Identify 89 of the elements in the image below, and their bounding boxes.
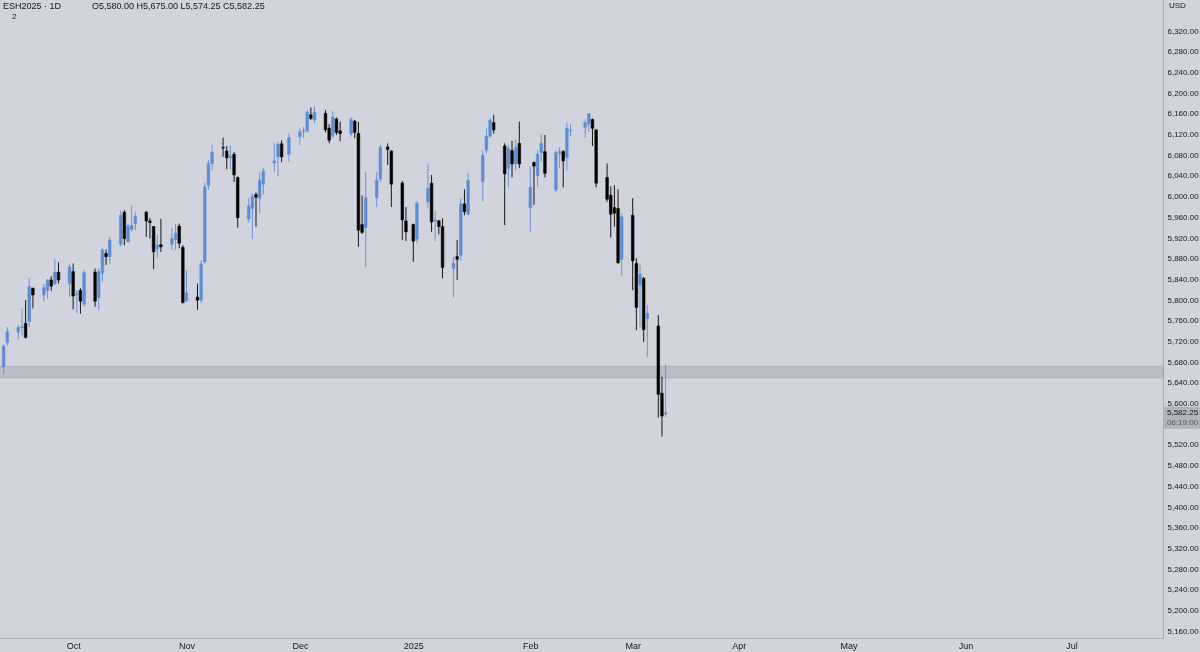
y-tick-label: 5,200.00	[1167, 606, 1200, 616]
y-tick-label: 5,880.00	[1167, 254, 1200, 264]
x-tick-label: Jul	[1066, 640, 1078, 651]
y-tick-label: 5,400.00	[1167, 502, 1200, 512]
y-tick-label: 5,240.00	[1167, 585, 1200, 595]
annotation: 2	[12, 12, 17, 21]
y-tick-label: 5,680.00	[1167, 357, 1200, 367]
y-tick-label: 5,960.00	[1167, 212, 1200, 222]
x-tick-label: Oct	[66, 640, 82, 651]
candlestick	[287, 133, 291, 163]
candlestick	[532, 160, 536, 206]
x-tick-label: Feb	[523, 640, 539, 651]
text: 5,582.25	[1167, 407, 1199, 417]
candlestick	[411, 223, 415, 263]
y-tick-label: 5,320.00	[1167, 543, 1200, 553]
y-tick-label: 5,840.00	[1167, 274, 1200, 284]
candlestick	[144, 210, 148, 238]
candlestick	[517, 121, 521, 169]
y-tick-label: 5,760.00	[1167, 316, 1200, 326]
candlestick	[349, 117, 353, 138]
y-tick-label: 5,480.00	[1167, 461, 1200, 471]
y-tick-label: 6,280.00	[1167, 47, 1200, 57]
candlestick	[108, 236, 112, 264]
candlestick	[510, 140, 514, 178]
y-tick-label: 6,000.00	[1167, 192, 1200, 202]
text: 06:19:00	[1167, 417, 1199, 427]
candlestick	[506, 144, 510, 188]
candlestick	[492, 114, 496, 134]
candlestick	[56, 261, 61, 285]
candlestick	[155, 234, 159, 259]
candlestick	[309, 107, 313, 121]
chart-subtitle: O5,580.00 H5,675.00 L5,574.25 C5,582.25	[92, 1, 265, 11]
candlestick	[645, 304, 649, 358]
y-tick-label: 6,200.00	[1167, 88, 1200, 98]
candlestick	[272, 142, 276, 173]
candlestick	[258, 171, 262, 214]
candlestick	[462, 188, 467, 216]
x-tick-label: 2025	[403, 640, 424, 651]
y-tick-label: 5,720.00	[1167, 337, 1200, 347]
candlestick	[42, 283, 46, 303]
candlestick	[67, 263, 72, 298]
y-tick-label: 5,600.00	[1167, 399, 1200, 409]
candlestick	[104, 248, 108, 266]
candlestick	[638, 264, 642, 328]
candlestick	[433, 210, 437, 242]
candlestick	[250, 193, 254, 240]
candlestick	[195, 283, 200, 311]
y-tick-label: 5,360.00	[1167, 523, 1200, 533]
y-tick-label: 6,320.00	[1167, 26, 1200, 36]
x-tick-label: Jun	[958, 640, 974, 651]
chart-title: ESH2025 · 1D	[3, 1, 62, 11]
candlestick	[514, 138, 518, 171]
candlestick	[5, 326, 9, 347]
candlestick	[664, 364, 668, 418]
candlestick	[173, 223, 178, 251]
y-tick-label: 5,280.00	[1167, 564, 1200, 574]
y-tick-label: 6,120.00	[1167, 130, 1200, 140]
candlestick	[20, 307, 24, 336]
candlestick	[276, 141, 280, 177]
candlestick	[24, 299, 28, 339]
x-tick-label: Dec	[292, 640, 309, 651]
x-tick-label: May	[840, 640, 858, 651]
x-tick-label: Apr	[732, 640, 747, 651]
y-tick-label: 6,040.00	[1167, 171, 1200, 181]
y-tick-label: 5,920.00	[1167, 233, 1200, 243]
y-tick-label: 6,240.00	[1167, 67, 1200, 77]
candlestick	[280, 139, 284, 163]
candlestick	[528, 166, 532, 233]
y-tick-label: 6,080.00	[1167, 150, 1200, 160]
x-tick-label: Mar	[625, 640, 641, 651]
y-tick-label: 5,520.00	[1167, 440, 1200, 450]
candlestick	[455, 239, 459, 281]
candlestick	[184, 269, 189, 303]
y-tick-label: 6,160.00	[1167, 109, 1200, 119]
candlestick	[426, 163, 430, 209]
candlestick	[338, 121, 342, 142]
candlestick	[159, 218, 163, 253]
candlestick	[543, 134, 547, 178]
y-tick-label: 5,440.00	[1167, 481, 1200, 491]
candlestick	[451, 256, 456, 298]
y-tick-label: 5,800.00	[1167, 295, 1200, 305]
candlestick	[2, 343, 6, 375]
y-tick-label: 5,160.00	[1167, 626, 1200, 636]
candlestick	[298, 127, 302, 146]
x-tick-label: Nov	[179, 640, 196, 651]
candlestick	[170, 227, 174, 250]
y-tick-label: 5,640.00	[1167, 378, 1200, 388]
y-axis-title: USD	[1169, 1, 1187, 10]
candlestick	[254, 192, 258, 228]
